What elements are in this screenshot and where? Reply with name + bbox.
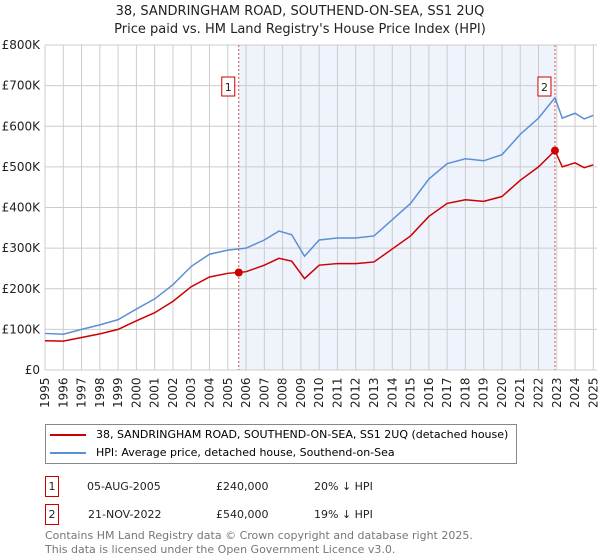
x-tick-label: 2012 [349,377,363,408]
sale-date: 05-AUG-2005 [87,480,161,493]
x-tick-label: 2000 [129,377,143,408]
x-tick-label: 2020 [495,377,509,408]
sale-row-1: 1 05-AUG-2005 £240,000 20% ↓ HPI [45,476,445,498]
legend: 38, SANDRINGHAM ROAD, SOUTHEND-ON-SEA, S… [45,424,517,464]
sale-badge: 1 [45,476,59,497]
sale-label-box [221,76,236,97]
x-tick-label: 2011 [330,377,344,408]
plot-area: £0 £100K £200K £300K £400K £500K £600K £700K £80… [2,38,600,408]
chart-subtitle: Price paid vs. HM Land Registry's House … [114,22,486,37]
x-tick-label: 2014 [385,377,399,408]
sale-hpi-diff: 19% ↓ HPI [314,508,373,521]
x-tick-label: 1996 [56,377,70,408]
x-tick-label: 2016 [422,377,436,408]
sale-label: 1 [225,81,232,94]
y-tick-label: £600K [2,119,42,133]
y-tick-label: £300K [2,241,42,255]
footer-copyright: Contains HM Land Registry data © Crown c… [45,529,473,542]
x-tick-label: 2002 [166,377,180,408]
x-tick-label: 2009 [294,377,308,408]
x-tick-label: 2021 [513,377,527,408]
x-tick-label: 2010 [312,377,326,408]
x-tick-label: 2006 [239,377,253,408]
x-tick-label: 2008 [276,377,290,408]
sale-row-2: 2 21-NOV-2022 £540,000 19% ↓ HPI [45,504,445,526]
legend-label-property: 38, SANDRINGHAM ROAD, SOUTHEND-ON-SEA, S… [96,428,509,441]
y-tick-label: £200K [2,282,42,296]
footer: Contains HM Land Registry data © Crown c… [45,529,473,557]
x-tick-label: 2001 [148,377,162,408]
x-tick-label: 2017 [440,377,454,408]
x-tick-label: 2018 [458,377,472,408]
x-tick-label: 2015 [404,377,418,408]
x-tick-label: 2024 [568,377,582,408]
x-tick-label: 2025 [586,377,600,408]
x-tick-label: 1997 [75,377,89,408]
footer-licence: This data is licensed under the Open Gov… [45,543,396,556]
y-tick-label: £100K [2,322,42,336]
x-tick-label: 2022 [532,377,546,408]
x-tick-label: 2023 [550,377,564,408]
y-tick-label: £0 [25,363,40,377]
chart-title: 38, SANDRINGHAM ROAD, SOUTHEND-ON-SEA, S… [115,4,485,19]
sale-badge: 2 [45,504,59,525]
x-tick-label: 2003 [184,377,198,408]
hpi-line [44,96,594,336]
sale-point [234,268,243,277]
y-tick-label: £800K [2,38,42,52]
legend-swatch-hpi [50,452,86,454]
x-tick-label: 2007 [257,377,271,408]
legend-swatch-property [50,434,86,436]
x-tick-label: 2019 [477,377,491,408]
x-tick-label: 1995 [38,377,52,408]
sale-price: £540,000 [216,508,269,521]
x-tick-label: 2004 [203,377,217,408]
property-price-line [44,149,594,342]
sale-date: 21-NOV-2022 [88,508,162,521]
sale-label: 2 [541,81,548,94]
y-tick-label: £500K [2,160,42,174]
sale-price: £240,000 [216,480,269,493]
sale-label-box [537,76,552,97]
y-tick-label: £700K [2,79,42,93]
y-tick-label: £400K [2,201,42,215]
x-tick-label: 1999 [111,377,125,408]
legend-label-hpi: HPI: Average price, detached house, Sout… [96,446,395,459]
sale-hpi-diff: 20% ↓ HPI [314,480,373,493]
x-tick-label: 2005 [221,377,235,408]
sale-point [550,146,559,155]
x-tick-label: 2013 [367,377,381,408]
x-tick-label: 1998 [93,377,107,408]
